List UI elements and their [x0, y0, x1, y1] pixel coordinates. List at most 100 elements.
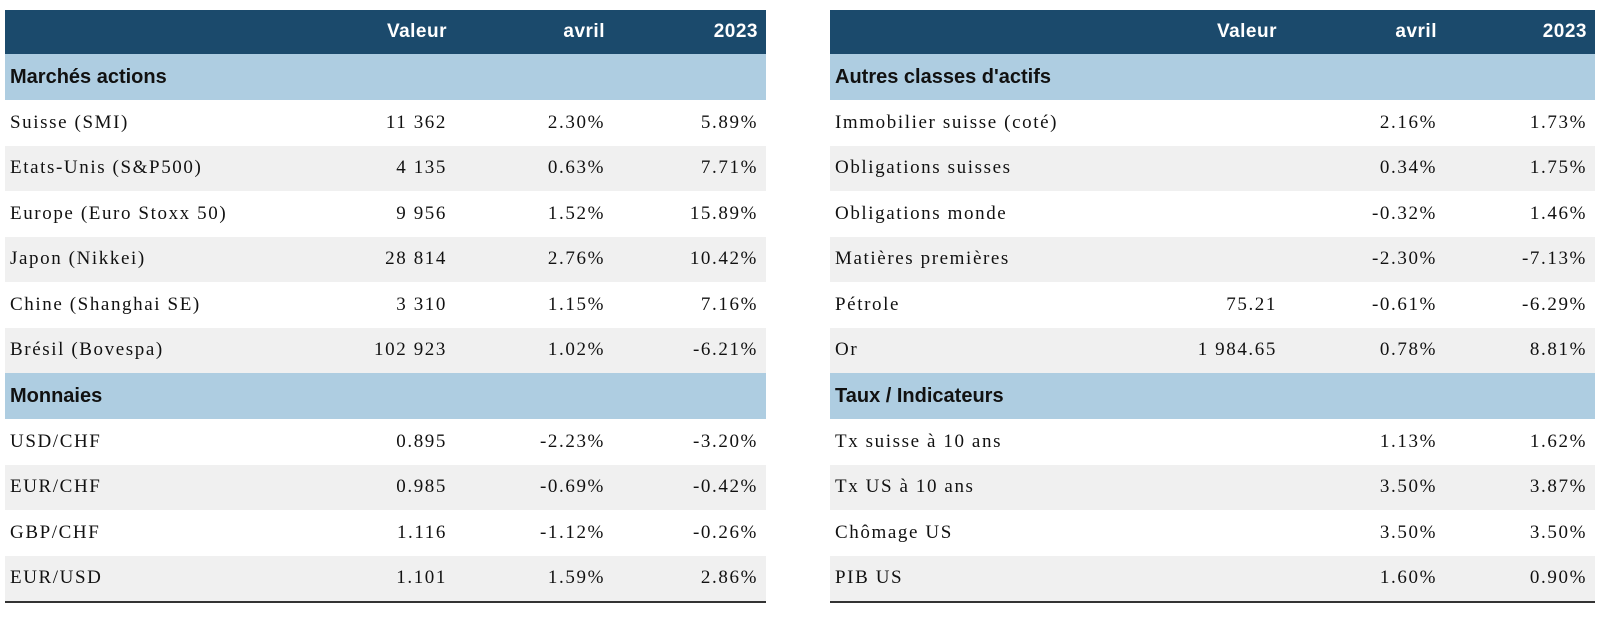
row-valeur: 3 310 — [396, 293, 447, 315]
row-avril: 0.34% — [1285, 145, 1445, 191]
table-row: EUR/CHF 0.985 -0.69% -0.42% — [5, 464, 766, 510]
row-name: Suisse (SMI) — [10, 111, 129, 133]
table-row: EUR/USD 1.101 1.59% 2.86% — [5, 555, 766, 603]
row-2023: 15.89% — [689, 202, 758, 224]
section-title: Taux / Indicateurs — [830, 373, 1595, 419]
row-valeur — [1125, 145, 1285, 191]
table-row: Europe (Euro Stoxx 50) 9 956 1.52% 15.89% — [5, 191, 766, 237]
row-valeur: 1.116 — [396, 521, 447, 543]
table-row: Chômage US 3.50% 3.50% — [830, 510, 1595, 556]
header-valeur: Valeur — [1125, 10, 1285, 54]
section-row: Marchés actions — [5, 54, 766, 100]
row-valeur: 9 956 — [396, 202, 447, 224]
table-row: Pétrole 75.21 -0.61% -6.29% — [830, 282, 1595, 328]
row-2023: 7.16% — [700, 293, 758, 315]
row-avril: 2.16% — [1379, 111, 1437, 133]
row-avril: -0.32% — [1371, 202, 1437, 224]
table-body: Marchés actions Suisse (SMI) 11 362 2.30% 5.… — [5, 54, 766, 603]
row-avril: 1.59% — [455, 555, 613, 603]
row-name: Pétrole — [835, 293, 901, 315]
row-valeur: 4 135 — [300, 145, 455, 191]
row-name: Japon (Nikkei) — [5, 236, 300, 282]
row-avril: 1.13% — [1379, 430, 1437, 452]
row-2023: 3.87% — [1445, 464, 1595, 510]
row-2023: 7.71% — [613, 145, 766, 191]
row-avril: 1.52% — [547, 202, 605, 224]
row-name: Europe (Euro Stoxx 50) — [10, 202, 228, 224]
section-title: Monnaies — [5, 373, 766, 419]
row-name: Chine (Shanghai SE) — [10, 293, 201, 315]
row-2023: 2.86% — [613, 555, 766, 603]
table-row: Obligations suisses 0.34% 1.75% — [830, 145, 1595, 191]
row-valeur: 28 814 — [300, 236, 455, 282]
table-row: Matières premières -2.30% -7.13% — [830, 236, 1595, 282]
row-valeur — [1125, 555, 1285, 603]
row-avril: -0.61% — [1371, 293, 1437, 315]
row-2023: -0.42% — [613, 464, 766, 510]
table-row: PIB US 1.60% 0.90% — [830, 555, 1595, 603]
header-name — [830, 10, 1125, 54]
row-name: Etats-Unis (S&P500) — [5, 145, 300, 191]
table-row: Or 1 984.65 0.78% 8.81% — [830, 327, 1595, 373]
row-avril: 1.15% — [547, 293, 605, 315]
row-2023: 10.42% — [613, 236, 766, 282]
row-valeur: 0.985 — [300, 464, 455, 510]
row-2023: 0.90% — [1445, 555, 1595, 603]
row-2023: 3.50% — [1529, 521, 1587, 543]
market-table-left: Valeur avril 2023 Marchés actions Suisse … — [5, 10, 766, 603]
row-2023: 5.89% — [700, 111, 758, 133]
row-avril: -0.69% — [455, 464, 613, 510]
row-valeur: 1.101 — [300, 555, 455, 603]
row-2023: 1.62% — [1529, 430, 1587, 452]
row-valeur — [1125, 191, 1285, 237]
row-valeur: 0.895 — [396, 430, 447, 452]
row-name: EUR/USD — [5, 555, 300, 603]
row-valeur — [1125, 236, 1285, 282]
row-name: Chômage US — [835, 521, 953, 543]
row-avril: 3.50% — [1379, 521, 1437, 543]
row-avril: 0.78% — [1285, 327, 1445, 373]
row-valeur — [1125, 100, 1285, 146]
header-avril: avril — [455, 10, 613, 54]
table-row: Immobilier suisse (coté) 2.16% 1.73% — [830, 100, 1595, 146]
table-body: Autres classes d'actifs Immobilier suisse… — [830, 54, 1595, 603]
row-valeur: 75.21 — [1226, 293, 1277, 315]
row-name: USD/CHF — [10, 430, 102, 452]
section-title: Autres classes d'actifs — [830, 54, 1595, 100]
table-row: Brésil (Bovespa) 102 923 1.02% -6.21% — [5, 327, 766, 373]
row-avril: 1.02% — [455, 327, 613, 373]
table-row: Etats-Unis (S&P500) 4 135 0.63% 7.71% — [5, 145, 766, 191]
row-2023: 1.73% — [1529, 111, 1587, 133]
header-2023: 2023 — [613, 10, 766, 54]
row-avril: 1.60% — [1285, 555, 1445, 603]
table-right-panel: Valeur avril 2023 Autres classes d'actif… — [830, 10, 1595, 603]
table-left-panel: Valeur avril 2023 Marchés actions Suisse … — [5, 10, 766, 603]
row-name: Obligations monde — [835, 202, 1008, 224]
row-avril: -2.23% — [539, 430, 605, 452]
row-avril: 2.30% — [547, 111, 605, 133]
row-avril: -1.12% — [539, 521, 605, 543]
row-2023: 1.75% — [1445, 145, 1595, 191]
row-2023: -6.21% — [613, 327, 766, 373]
row-2023: 1.46% — [1529, 202, 1587, 224]
row-name: PIB US — [830, 555, 1125, 603]
table-row: Japon (Nikkei) 28 814 2.76% 10.42% — [5, 236, 766, 282]
row-valeur — [1125, 464, 1285, 510]
row-avril: -2.30% — [1285, 236, 1445, 282]
table-row: USD/CHF 0.895 -2.23% -3.20% — [5, 419, 766, 465]
row-2023: 8.81% — [1445, 327, 1595, 373]
row-valeur: 1 984.65 — [1125, 327, 1285, 373]
row-name: EUR/CHF — [5, 464, 300, 510]
section-title: Marchés actions — [5, 54, 766, 100]
table-row: Tx US à 10 ans 3.50% 3.87% — [830, 464, 1595, 510]
table-header-row: Valeur avril 2023 — [830, 10, 1595, 54]
row-valeur — [1125, 419, 1285, 465]
row-name: Tx suisse à 10 ans — [835, 430, 1003, 452]
market-table-right: Valeur avril 2023 Autres classes d'actif… — [830, 10, 1595, 603]
row-2023: -7.13% — [1445, 236, 1595, 282]
row-avril: 0.63% — [455, 145, 613, 191]
header-avril: avril — [1285, 10, 1445, 54]
section-row: Monnaies — [5, 373, 766, 419]
header-2023: 2023 — [1445, 10, 1595, 54]
row-2023: -0.26% — [692, 521, 758, 543]
